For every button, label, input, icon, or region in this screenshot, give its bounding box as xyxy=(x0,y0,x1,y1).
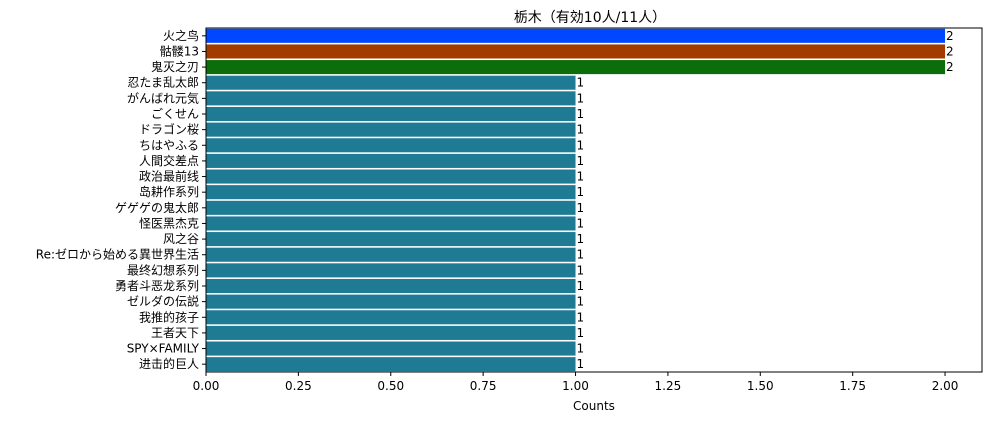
bar-value-label: 1 xyxy=(577,342,585,356)
bar xyxy=(206,341,576,356)
y-tick-label: 怪医黑杰克 xyxy=(139,216,199,230)
y-tick-label: 鬼灭之刃 xyxy=(151,59,199,74)
bar xyxy=(206,44,946,59)
chart-title: 栃木（有効10人/11人） xyxy=(514,10,666,26)
bar xyxy=(206,325,576,340)
plot-frame xyxy=(205,27,983,373)
bar-value-label: 1 xyxy=(577,76,585,90)
y-tick-label: 政治最前线 xyxy=(139,169,199,184)
y-tick-label: 进击的巨人 xyxy=(139,356,199,371)
y-tick-label: 火之鸟 xyxy=(163,28,199,43)
x-tick-label: 1.25 xyxy=(655,379,682,393)
bar-value-label: 2 xyxy=(946,44,954,58)
bar xyxy=(206,278,576,294)
y-tick-label: ゼルダの伝説 xyxy=(127,294,199,309)
bar xyxy=(206,122,576,137)
bar-value-label: 1 xyxy=(577,310,585,324)
y-tick-label: 勇者斗恶龙系列 xyxy=(115,279,199,293)
bar xyxy=(206,153,576,168)
bar xyxy=(206,169,576,184)
y-tick-label: 最终幻想系列 xyxy=(127,262,199,277)
x-tick-label: 2.00 xyxy=(932,379,959,393)
y-tick-label: 骷髅13 xyxy=(160,43,199,58)
y-tick-label: SPY×FAMILY xyxy=(127,342,200,356)
y-tick-label: ごくせん xyxy=(151,106,199,121)
bar xyxy=(206,357,576,372)
y-tick-label: ちはやふる xyxy=(139,138,199,152)
bar xyxy=(206,138,576,153)
bar-value-label: 1 xyxy=(577,263,585,277)
bar-value-label: 1 xyxy=(577,279,585,293)
bar-value-label: 2 xyxy=(946,29,954,43)
y-tick-label: 忍たま乱太郎 xyxy=(127,75,199,90)
bar-value-label: 1 xyxy=(577,107,585,121)
y-tick-label: 风之谷 xyxy=(163,232,199,246)
bar-value-label: 1 xyxy=(577,154,585,168)
x-tick-label: 0.50 xyxy=(377,379,404,393)
x-tick-label: 1.50 xyxy=(747,379,774,393)
bar-value-label: 1 xyxy=(577,326,585,340)
bar-value-label: 1 xyxy=(577,295,585,309)
x-axis-label: Counts xyxy=(573,399,615,413)
bar xyxy=(206,294,576,309)
bar xyxy=(206,28,946,43)
bar-value-label: 1 xyxy=(577,216,585,230)
y-tick-label: 人間交差点 xyxy=(139,153,199,168)
bar-value-label: 1 xyxy=(577,138,585,152)
y-tick-label: 岛耕作系列 xyxy=(139,184,199,199)
y-tick-label: 我推的孩子 xyxy=(139,309,199,324)
bar xyxy=(206,263,576,278)
y-tick-label: 王者天下 xyxy=(151,326,199,340)
bar-value-label: 1 xyxy=(577,185,585,199)
bar xyxy=(206,200,576,215)
bar xyxy=(206,310,576,325)
x-tick-label: 0.75 xyxy=(470,379,497,393)
bar-value-label: 1 xyxy=(577,357,585,371)
x-tick-label: 0.25 xyxy=(285,379,312,393)
x-tick-label: 1.75 xyxy=(839,379,866,393)
x-tick-label: 1.00 xyxy=(562,379,589,393)
y-tick-label: ドラゴン桜 xyxy=(139,122,199,137)
bar-value-label: 1 xyxy=(577,201,585,215)
bar-value-label: 1 xyxy=(577,91,585,105)
bar xyxy=(206,106,576,122)
bar-value-label: 1 xyxy=(577,248,585,262)
bar xyxy=(206,185,576,200)
bar-value-label: 2 xyxy=(946,60,954,74)
bar xyxy=(206,247,576,262)
x-axis: 0.00 0.25 0.50 0.75 1.00 1.25 1.50 1.75 2.00 xyxy=(193,372,959,393)
bar-value-label: 1 xyxy=(577,170,585,184)
bar xyxy=(206,91,576,106)
y-tick-label: がんばれ元気 xyxy=(127,90,199,105)
bar-value-label: 1 xyxy=(577,123,585,137)
bar-value-label: 1 xyxy=(577,232,585,246)
y-tick-labels: 火之鸟骷髅13鬼灭之刃忍たま乱太郎がんばれ元気ごくせんドラゴン桜ちはやふる人間交… xyxy=(36,28,206,371)
bar xyxy=(206,232,576,247)
y-tick-label: ゲゲゲの鬼太郎 xyxy=(115,200,199,215)
bar xyxy=(206,216,576,231)
bar xyxy=(206,75,576,90)
y-tick-label: Re:ゼロから始める異世界生活 xyxy=(36,248,199,262)
x-tick-label: 0.00 xyxy=(193,379,220,393)
bar xyxy=(206,60,946,75)
